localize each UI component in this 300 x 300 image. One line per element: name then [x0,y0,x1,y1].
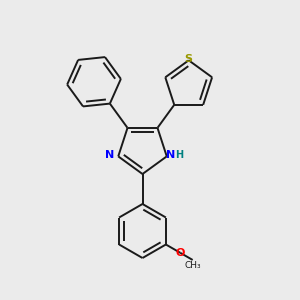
Text: S: S [185,54,193,64]
Text: H: H [175,151,183,160]
Text: CH₃: CH₃ [184,262,201,271]
Text: N: N [105,151,115,160]
Text: N: N [166,151,176,160]
Text: O: O [176,248,185,258]
